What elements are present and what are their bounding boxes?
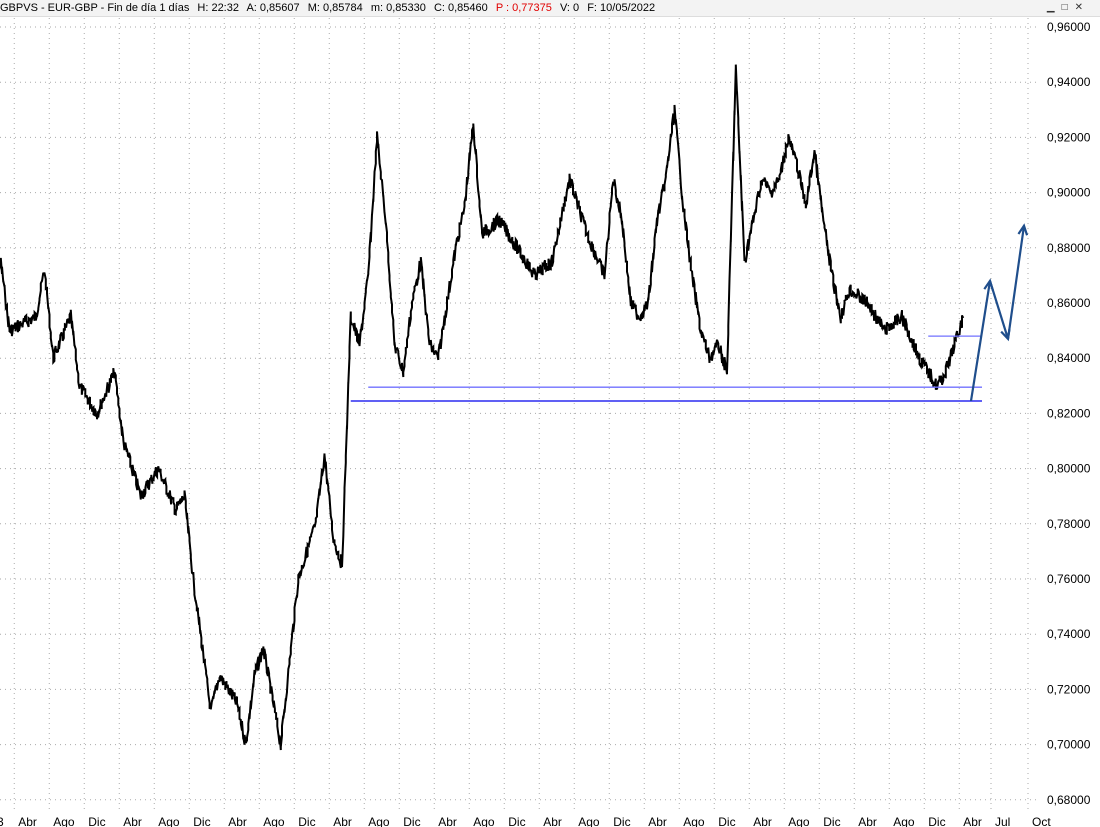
- x-tick-label: Ago: [788, 815, 810, 827]
- x-tick-label: Ago: [578, 815, 600, 827]
- x-tick-label: Abr: [228, 815, 247, 827]
- x-tick-label: Dic: [613, 815, 630, 827]
- close-label: C: 0,85460: [433, 2, 488, 14]
- x-tick-label: Dic: [193, 815, 210, 827]
- x-tick-label: Ago: [53, 815, 75, 827]
- arrowhead-icon: [1017, 223, 1029, 236]
- x-tick-label: Abr: [438, 815, 457, 827]
- x-tick-label: Dic: [823, 815, 840, 827]
- low-label: m: 0,85330: [370, 2, 426, 14]
- date-label: F: 10/05/2022: [587, 2, 656, 14]
- volume-label: V: 0: [559, 2, 580, 14]
- y-tick-label: 0,96000: [1047, 20, 1091, 34]
- x-tick-label: Ago: [473, 815, 495, 827]
- x-tick-label: Abr: [333, 815, 352, 827]
- maximize-icon[interactable]: □: [1061, 2, 1070, 13]
- time-label: H: 22:32: [197, 2, 239, 14]
- x-tick-label: Ago: [158, 815, 180, 827]
- x-tick-label: Oct: [1032, 815, 1051, 827]
- x-tick-label: Abr: [753, 815, 772, 827]
- y-tick-label: 0,88000: [1047, 241, 1091, 255]
- close-icon[interactable]: ✕: [1074, 2, 1085, 13]
- high-label: M: 0,85784: [307, 2, 363, 14]
- y-tick-label: 0,78000: [1047, 517, 1091, 531]
- x-tick-label: Dic: [298, 815, 315, 827]
- x-tick-label: Ago: [263, 815, 285, 827]
- x-tick-label: Dic: [88, 815, 105, 827]
- x-tick-label: Ago: [683, 815, 705, 827]
- x-tick-label: 3: [0, 815, 4, 827]
- y-tick-label: 0,86000: [1047, 296, 1091, 310]
- y-tick-label: 0,68000: [1047, 793, 1091, 807]
- y-tick-label: 0,76000: [1047, 572, 1091, 586]
- minimize-icon[interactable]: ▁: [1046, 2, 1057, 13]
- x-tick-label: Dic: [928, 815, 945, 827]
- open-label: A: 0,85607: [246, 2, 300, 14]
- y-tick-label: 0,74000: [1047, 627, 1091, 641]
- p-label: P : 0,77375: [495, 2, 552, 14]
- window-buttons: ▁ □ ✕: [1047, 2, 1090, 13]
- arrowhead-icon: [1000, 328, 1011, 342]
- arrowhead-icon: [983, 278, 994, 291]
- projection-arrow-path: [969, 225, 1026, 402]
- x-tick-label: Abr: [648, 815, 667, 827]
- x-tick-label: Ago: [893, 815, 915, 827]
- price-series-line: [0, 64, 965, 751]
- chart-header: GBPVS - EUR-GBP - Fin de día 1 días H: 2…: [0, 0, 1100, 17]
- x-tick-label: Jul: [995, 815, 1010, 827]
- x-tick-label: Abr: [963, 815, 982, 827]
- x-tick-label: Abr: [543, 815, 562, 827]
- x-tick-label: Dic: [508, 815, 525, 827]
- y-tick-label: 0,92000: [1047, 130, 1091, 144]
- symbol-label: GBPVS - EUR-GBP - Fin de día 1 días: [0, 2, 190, 14]
- y-tick-label: 0,94000: [1047, 75, 1091, 89]
- y-tick-label: 0,82000: [1047, 406, 1091, 420]
- x-tick-label: Dic: [403, 815, 420, 827]
- x-tick-label: Dic: [718, 815, 735, 827]
- x-tick-label: Abr: [858, 815, 877, 827]
- x-tick-label: Abr: [18, 815, 37, 827]
- y-tick-label: 0,72000: [1047, 682, 1091, 696]
- y-tick-label: 0,80000: [1047, 462, 1091, 476]
- y-tick-label: 0,90000: [1047, 186, 1091, 200]
- x-tick-label: Abr: [123, 815, 142, 827]
- y-tick-label: 0,70000: [1047, 738, 1091, 752]
- x-tick-label: Ago: [368, 815, 390, 827]
- y-tick-label: 0,84000: [1047, 351, 1091, 365]
